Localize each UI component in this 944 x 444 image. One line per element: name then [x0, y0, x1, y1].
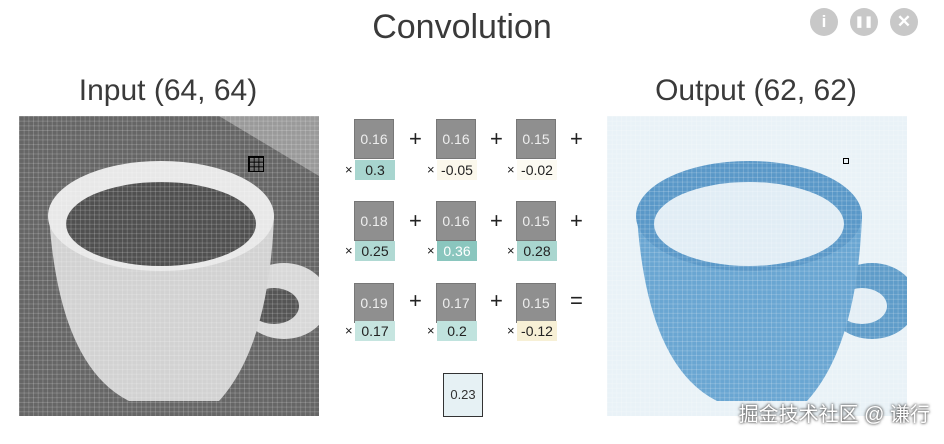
plus-sign: +	[570, 126, 583, 151]
pixel-cell: 0.16	[436, 201, 476, 241]
plus-sign: +	[570, 208, 583, 233]
page-title: Convolution	[372, 8, 552, 46]
plus-sign: +	[409, 208, 422, 233]
weight-cell: 0.2	[437, 321, 477, 341]
result-cell: 0.23	[443, 373, 483, 417]
pixel-cell: 0.19	[354, 283, 394, 323]
weight-cell: 0.28	[517, 241, 557, 261]
pixel-cell: 0.16	[354, 119, 394, 159]
times-sign: ×	[507, 323, 515, 338]
times-sign: ×	[507, 243, 515, 258]
weight-cell: 0.36	[437, 241, 477, 261]
times-sign: ×	[345, 243, 353, 258]
times-sign: ×	[427, 162, 435, 177]
pixel-cell: 0.16	[436, 119, 476, 159]
pixel-cell: 0.15	[516, 283, 556, 323]
watermark: 掘金技术社区 @ 谦行	[738, 404, 930, 426]
pause-icon[interactable]: ❚❚	[850, 8, 878, 36]
times-sign: ×	[345, 162, 353, 177]
weight-cell: 0.25	[355, 241, 395, 261]
info-icon[interactable]: i	[810, 8, 838, 36]
weight-cell: -0.02	[517, 160, 557, 180]
plus-sign: +	[409, 288, 422, 313]
input-image[interactable]	[19, 116, 319, 416]
plus-sign: +	[409, 126, 422, 151]
pixel-cell: 0.18	[354, 201, 394, 241]
weight-cell: 0.17	[355, 321, 395, 341]
output-image[interactable]	[607, 116, 907, 416]
close-icon[interactable]: ✕	[890, 8, 918, 36]
times-sign: ×	[427, 323, 435, 338]
pixel-cell: 0.15	[516, 119, 556, 159]
weight-cell: -0.05	[437, 160, 477, 180]
pixel-cell: 0.17	[436, 283, 476, 323]
plus-sign: +	[490, 288, 503, 313]
equals-sign: =	[570, 288, 583, 313]
pixel-cell: 0.15	[516, 201, 556, 241]
plus-sign: +	[490, 208, 503, 233]
weight-cell: 0.3	[355, 160, 395, 180]
weight-cell: -0.12	[517, 321, 557, 341]
output-label: Output (62, 62)	[655, 74, 857, 107]
input-label: Input (64, 64)	[78, 74, 258, 107]
times-sign: ×	[427, 243, 435, 258]
output-cursor	[843, 158, 849, 164]
times-sign: ×	[345, 323, 353, 338]
times-sign: ×	[507, 162, 515, 177]
plus-sign: +	[490, 126, 503, 151]
kernel-window	[248, 156, 264, 172]
